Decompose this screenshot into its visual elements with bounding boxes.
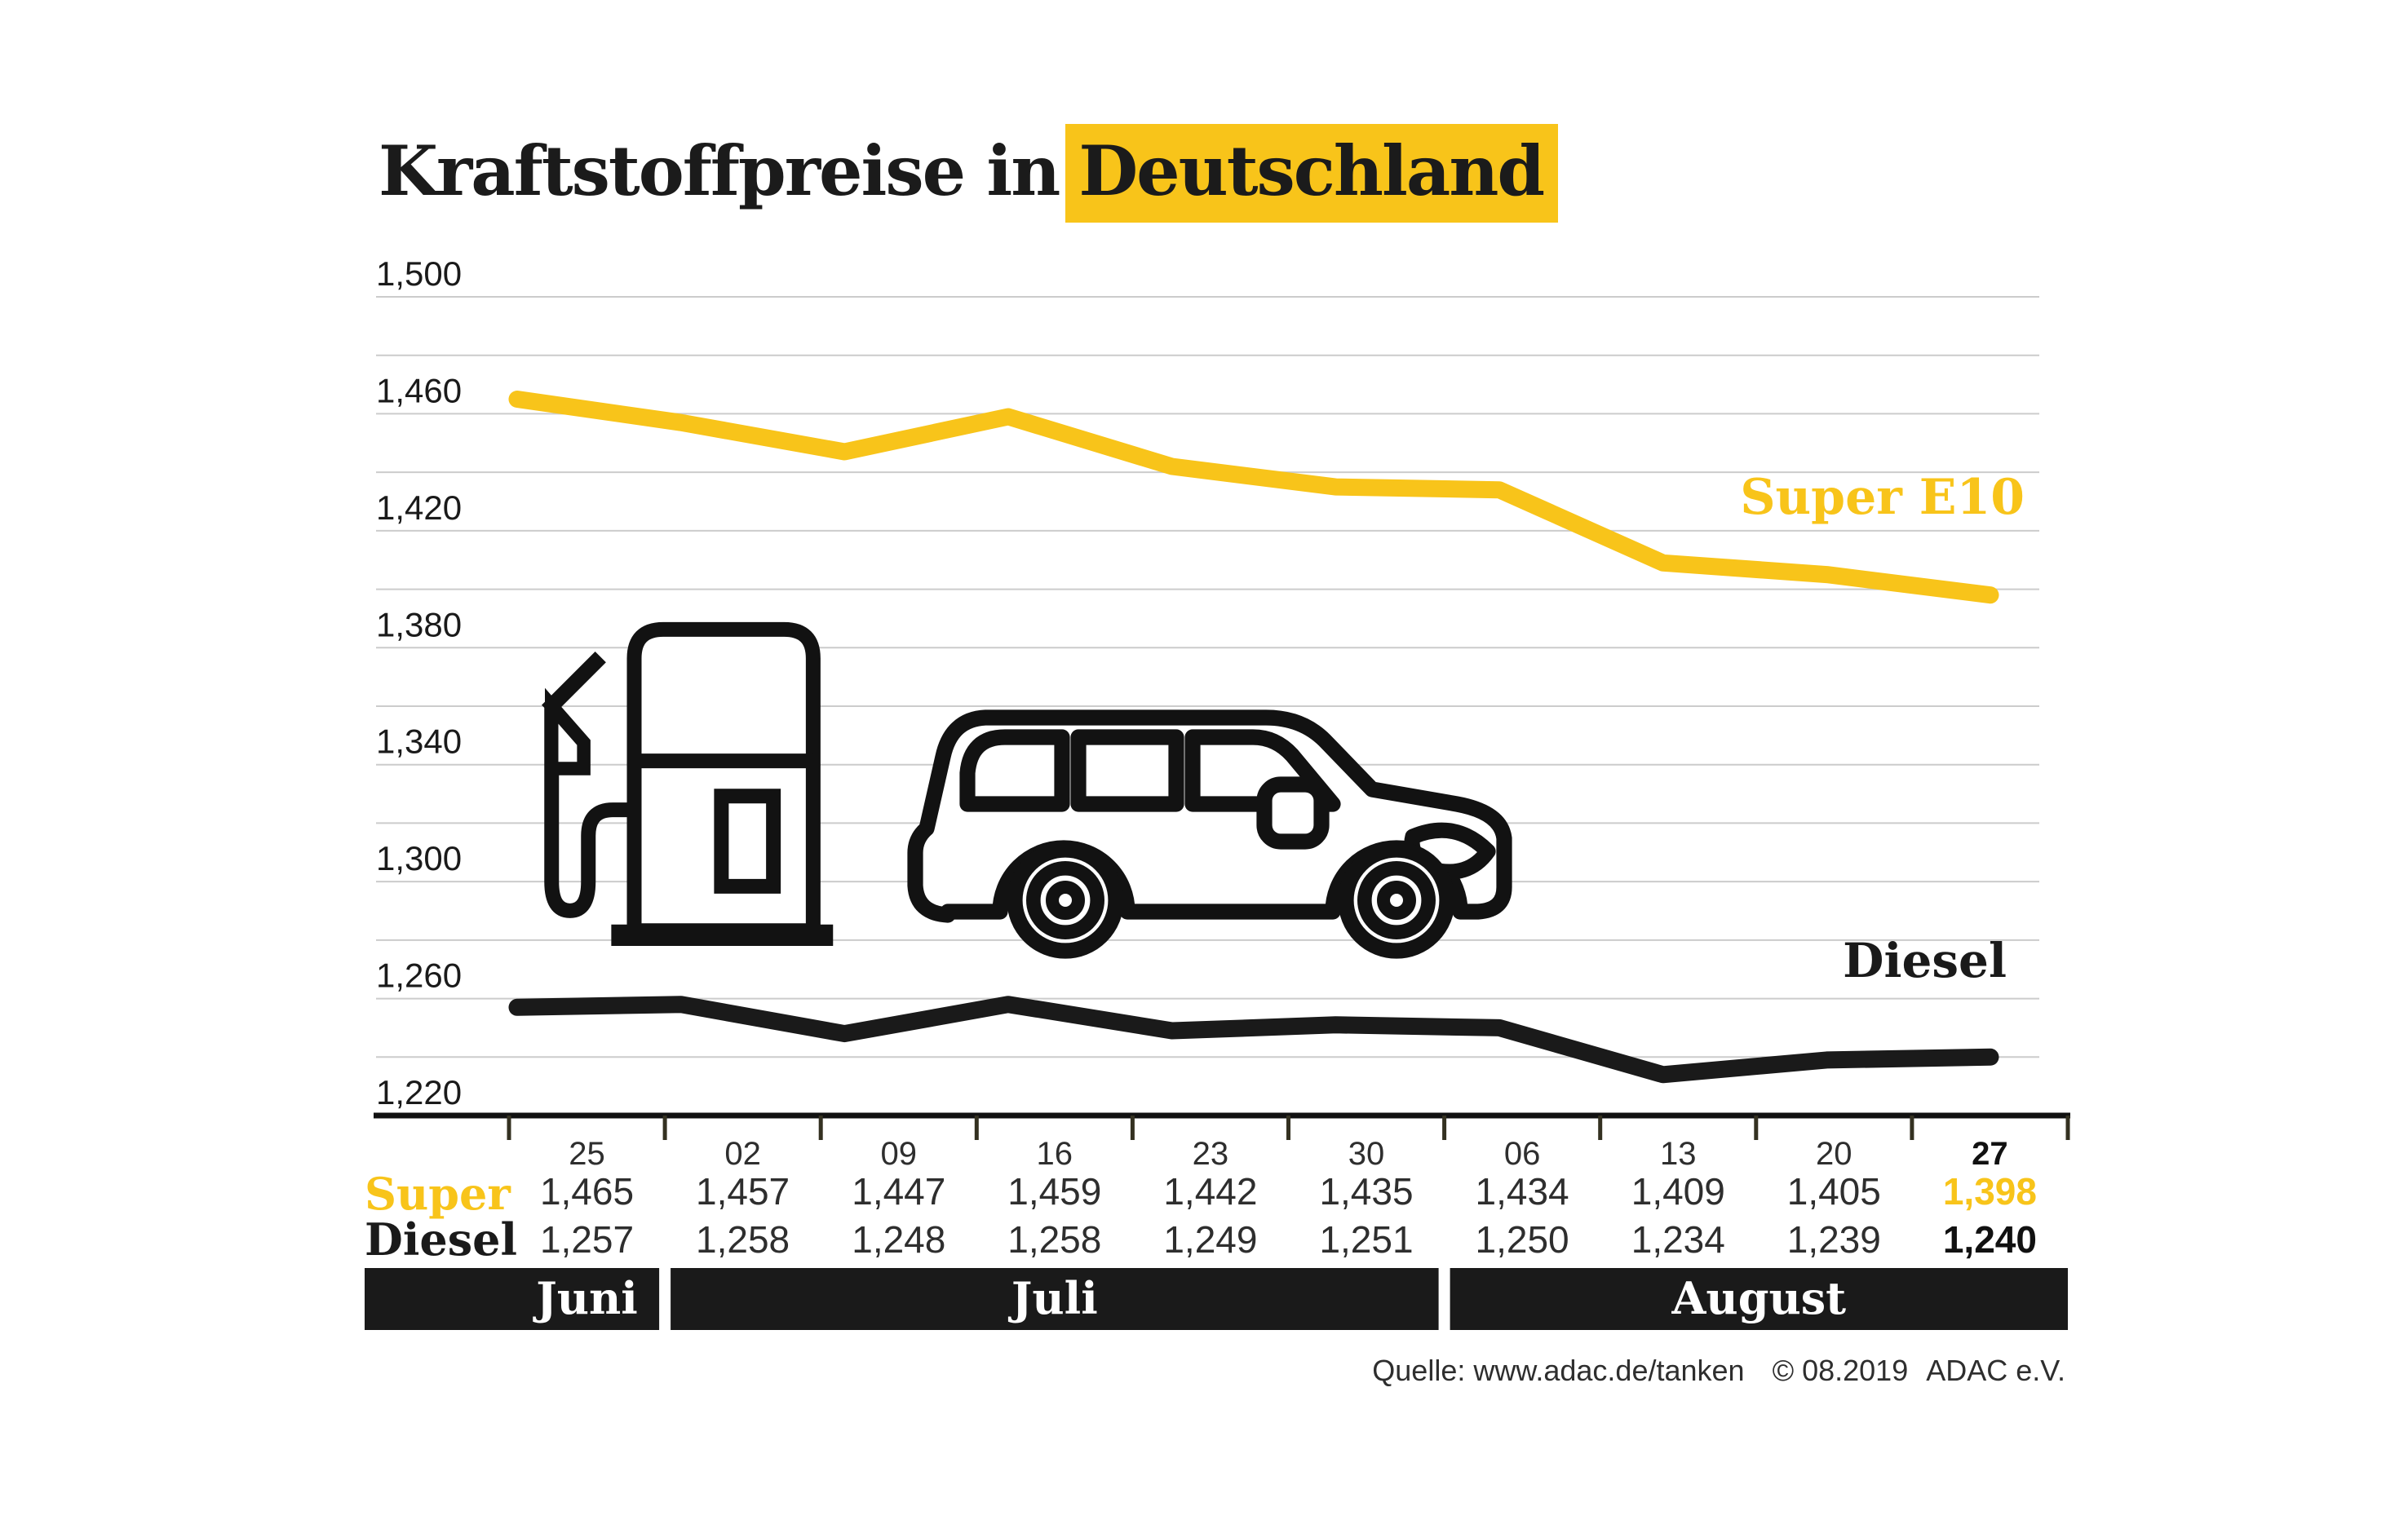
line-label-diesel: Diesel [1843, 933, 2007, 988]
super-value: 1,459 [1007, 1170, 1101, 1213]
x-axis-tick [1754, 1116, 1759, 1140]
diesel-value: 1,258 [1007, 1218, 1101, 1261]
super-value: 1,457 [696, 1170, 790, 1213]
diesel-value: 1,248 [852, 1218, 945, 1261]
date-label: 13 [1660, 1136, 1697, 1172]
diesel-value: 1,234 [1631, 1218, 1725, 1261]
super-value: 1,398 [1943, 1170, 2037, 1213]
y-axis-label: 1,300 [376, 839, 462, 877]
month-band-juni [365, 1268, 660, 1330]
date-label: 27 [1972, 1136, 2008, 1172]
row-label-super: Super [365, 1168, 511, 1220]
super-value: 1,442 [1163, 1170, 1257, 1213]
car-window-middle [1070, 729, 1184, 812]
diesel-value: 1,239 [1787, 1218, 1881, 1261]
line-labels: Super E10 Diesel [1740, 469, 2025, 988]
page-title-highlight: Deutschland [1065, 124, 1559, 223]
y-axis-label: 1,260 [376, 957, 462, 995]
price-lines [508, 391, 1999, 1084]
diesel-value: 1,251 [1319, 1218, 1413, 1261]
car-mirror [1256, 776, 1330, 850]
x-axis-tick [1286, 1116, 1290, 1140]
source-org: ADAC e.V. [1926, 1354, 2065, 1387]
pump-display-slot [714, 789, 781, 894]
date-label: 16 [1037, 1136, 1073, 1172]
x-axis-tick [1910, 1116, 1914, 1140]
x-axis-tick [507, 1116, 511, 1140]
x-axis-tick [974, 1116, 979, 1140]
x-axis-tick [1130, 1116, 1135, 1140]
car-wheel-rear [1007, 842, 1124, 959]
diesel-value: 1,249 [1163, 1218, 1257, 1261]
page-title: Kraftstoffpreise in Deutschland [378, 124, 1559, 223]
diesel-value: 1,240 [1943, 1218, 2037, 1261]
month-band-august [1450, 1268, 2068, 1330]
source-copyright: © 08.2019 [1772, 1354, 1909, 1387]
pump-hose [544, 705, 635, 918]
month-label-juni: Juni [533, 1272, 638, 1324]
x-axis-baseline [374, 1112, 2070, 1119]
date-label: 09 [881, 1136, 918, 1172]
y-axis-label: 1,460 [376, 371, 462, 409]
row-label-diesel: Diesel [365, 1213, 517, 1266]
diesel-value: 1,250 [1476, 1218, 1569, 1261]
y-axis-label: 1,340 [376, 722, 462, 761]
x-axis-tick [1442, 1116, 1447, 1140]
super-value: 1,434 [1476, 1170, 1569, 1213]
month-label-juli: Juli [1008, 1272, 1098, 1324]
x-axis-tick [818, 1116, 823, 1140]
date-label: 06 [1504, 1136, 1541, 1172]
date-label: 23 [1193, 1136, 1229, 1172]
date-label: 25 [569, 1136, 605, 1172]
source-attribution: Quelle: www.adac.de/tanken © 08.2019 ADAC … [1372, 1354, 2065, 1388]
x-axis-tick [1598, 1116, 1603, 1140]
fuel-pump-icon [541, 621, 834, 946]
super-value: 1,435 [1319, 1170, 1413, 1213]
car-icon [907, 709, 1512, 959]
date-label: 02 [724, 1136, 761, 1172]
diesel-value: 1,257 [540, 1218, 634, 1261]
month-band-juli [671, 1268, 1439, 1330]
line-label-super-e10: Super E10 [1740, 469, 2025, 526]
y-axis-label: 1,500 [376, 254, 462, 293]
x-axis-tick [2065, 1116, 2070, 1140]
super-value: 1,465 [540, 1170, 634, 1213]
car-window-rear [959, 729, 1070, 812]
y-axis-label: 1,380 [376, 605, 462, 643]
y-axis-labels: 1,220 1,260 1,300 1,340 1,380 1,420 1,460 1,500 [376, 254, 462, 1111]
super-value: 1,405 [1787, 1170, 1881, 1213]
date-label: 20 [1816, 1136, 1852, 1172]
x-axis [374, 1112, 2070, 1140]
month-label-august: August [1671, 1272, 1847, 1324]
y-axis-label: 1,420 [376, 488, 462, 527]
pump-nozzle-handle [545, 687, 591, 775]
source-label: Quelle: www.adac.de/tanken [1372, 1354, 1745, 1387]
price-line-diesel [508, 996, 1999, 1084]
x-axis-tick [662, 1116, 667, 1140]
super-value: 1,409 [1631, 1170, 1725, 1213]
date-label: 30 [1348, 1136, 1385, 1172]
diesel-value: 1,258 [696, 1218, 790, 1261]
page-title-prefix: Kraftstoffpreise in [378, 130, 1060, 211]
car-wheel-front [1338, 842, 1455, 959]
price-line-super-e10 [508, 391, 1999, 604]
y-axis-label: 1,220 [376, 1073, 462, 1111]
super-value: 1,447 [852, 1170, 945, 1213]
